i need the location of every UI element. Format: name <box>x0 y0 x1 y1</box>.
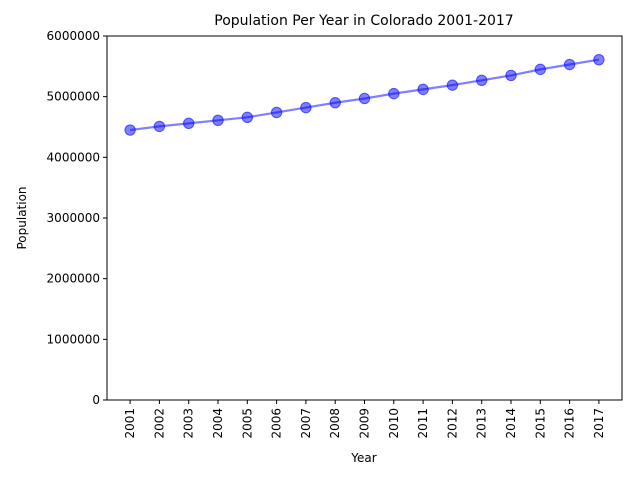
data-point <box>505 69 517 82</box>
data-point <box>476 74 488 86</box>
data-point <box>153 120 166 133</box>
x-tick-label: 2009 <box>358 408 372 439</box>
x-tick-label: 2017 <box>592 408 606 439</box>
x-tick-label: 2002 <box>152 408 166 439</box>
x-tick-label: 2011 <box>416 408 430 439</box>
x-tick-label: 2016 <box>563 408 577 439</box>
x-tick-label: 2004 <box>211 408 225 439</box>
x-tick-label: 2007 <box>299 408 313 439</box>
x-tick-label: 2003 <box>182 408 196 439</box>
x-tick-label: 2006 <box>270 408 284 439</box>
data-point <box>300 101 312 114</box>
data-point <box>417 83 429 96</box>
y-axis-label: Population <box>15 186 29 249</box>
x-tick-label: 2005 <box>240 408 254 439</box>
data-point <box>183 117 195 130</box>
x-tick-label: 2013 <box>475 408 489 439</box>
y-tick-label: 6000000 <box>47 29 100 43</box>
data-point <box>563 58 576 71</box>
y-tick-label: 3000000 <box>47 211 100 225</box>
data-point <box>358 92 371 105</box>
plot-area: 0 1000000 2000000 3000000 4000000 5000000 6000… <box>47 29 623 439</box>
x-axis-label: Year <box>350 451 376 465</box>
data-point <box>593 53 605 66</box>
x-tick-label: 2014 <box>504 408 518 439</box>
y-tick-label: 5000000 <box>47 90 100 104</box>
chart-title: Population Per Year in Colorado 2001-201… <box>214 13 513 29</box>
data-point <box>212 114 224 127</box>
data-point <box>124 124 136 136</box>
x-tick-label: 2008 <box>328 408 342 439</box>
y-tick-label: 0 <box>92 393 100 407</box>
x-tick-label: 2015 <box>533 408 547 439</box>
data-point <box>270 106 283 119</box>
data-point <box>446 79 459 91</box>
data-point <box>329 97 341 109</box>
data-point <box>388 87 400 100</box>
y-tick-label: 2000000 <box>47 272 100 286</box>
plot-frame <box>106 35 623 401</box>
data-point <box>534 63 546 76</box>
y-tick-label: 1000000 <box>47 332 100 346</box>
x-tick-label: 2012 <box>445 408 459 439</box>
y-tick-label: 4000000 <box>47 150 100 164</box>
x-tick-label: 2010 <box>387 408 401 439</box>
data-point <box>241 111 254 123</box>
x-tick-label: 2001 <box>123 408 137 439</box>
